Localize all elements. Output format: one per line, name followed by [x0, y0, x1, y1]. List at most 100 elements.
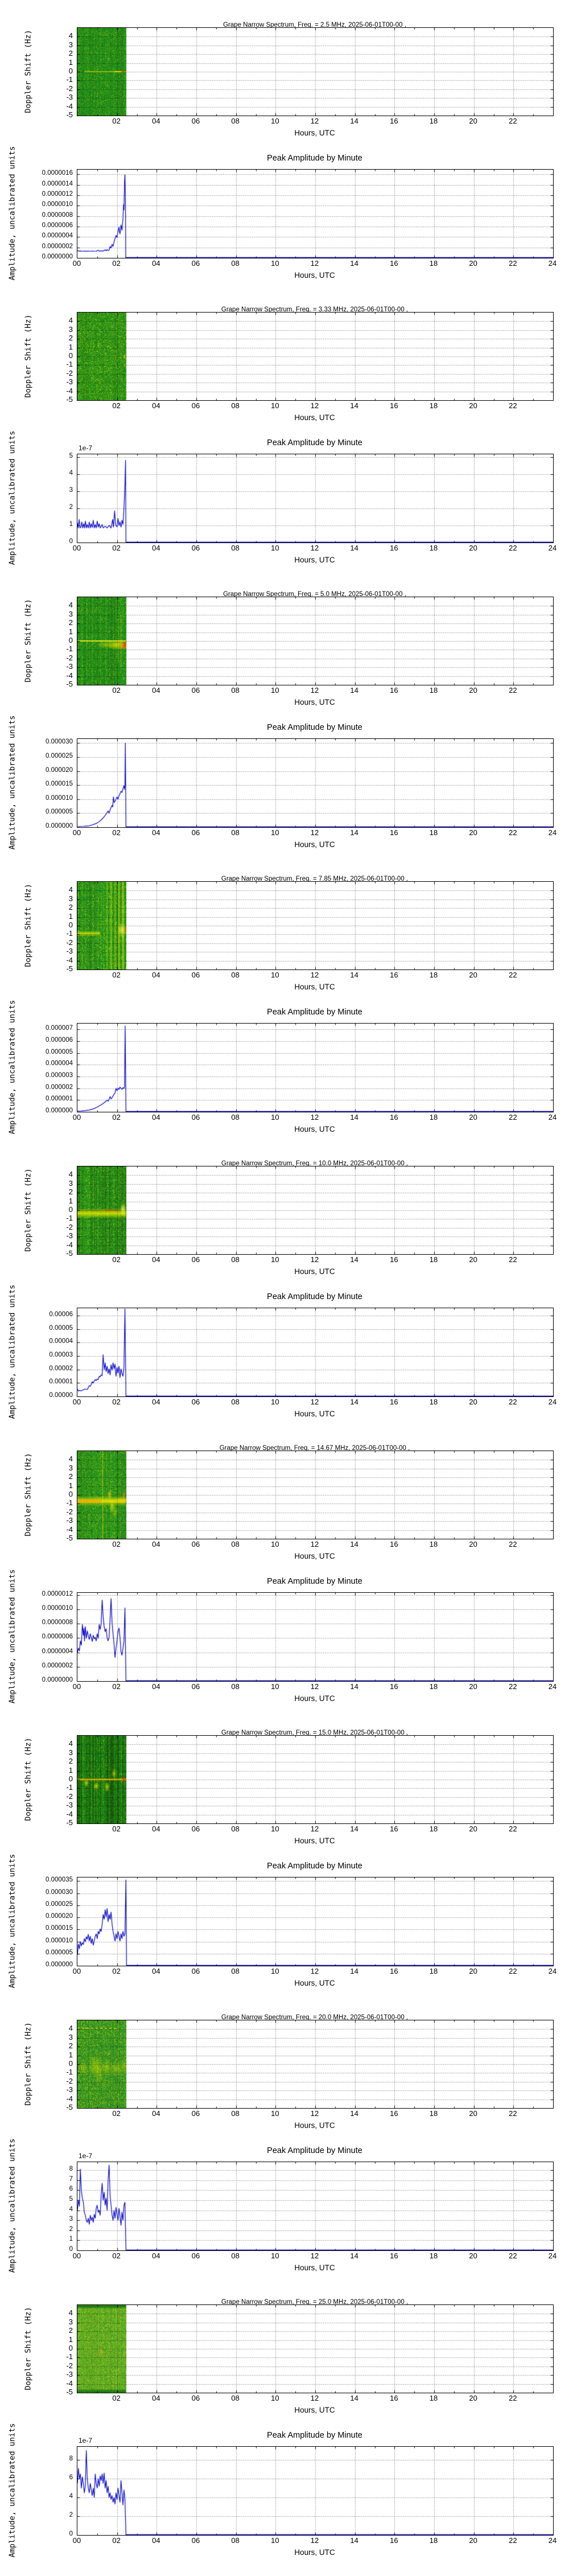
tick-label: 10	[271, 686, 279, 695]
tick-label: 24	[548, 828, 557, 837]
tick-label: 12	[310, 2109, 319, 2118]
amplitude-canvas	[77, 2447, 553, 2535]
tick-label: 20	[469, 2109, 477, 2118]
tick-label: 06	[191, 2394, 200, 2402]
tick-label: 0	[68, 1490, 73, 1498]
tick-label: 20	[469, 1682, 477, 1691]
tick-label: 12	[310, 828, 319, 837]
tick-label: 06	[191, 1682, 200, 1691]
tick-label: 8	[69, 2166, 73, 2173]
tick-label: 3	[68, 2317, 73, 2326]
tick-label: 12	[310, 544, 319, 552]
tick-label: 0.0000008	[42, 211, 73, 219]
tick-label: 0.0000002	[42, 1662, 73, 1669]
tick-label: 18	[429, 2536, 438, 2545]
tick-label: 12	[310, 1255, 319, 1264]
amplitude-plot	[77, 1308, 554, 1397]
tick-label: 20	[469, 2536, 477, 2545]
tick-label: -5	[66, 395, 73, 404]
amplitude-xlabel: Hours, UTC	[294, 1410, 335, 1418]
tick-label: 06	[191, 2109, 200, 2118]
tick-label: 4	[69, 469, 73, 476]
spectrogram-xlabel: Hours, UTC	[294, 983, 335, 991]
tick-label: 04	[152, 828, 160, 837]
tick-label: 16	[390, 544, 398, 552]
amplitude-title: Peak Amplitude by Minute	[267, 1292, 362, 1301]
tick-label: 08	[231, 1540, 240, 1548]
tick-label: 16	[390, 1825, 398, 1833]
tick-label: 0.000015	[46, 1925, 73, 1932]
tick-label: 22	[509, 117, 517, 125]
amplitude-xlabel: Hours, UTC	[294, 1979, 335, 1987]
tick-label: 04	[152, 2394, 160, 2402]
tick-label: 3	[68, 324, 73, 334]
tick-label: 18	[429, 1967, 438, 1975]
tick-label: 16	[390, 1255, 398, 1264]
spectrogram-plot	[77, 1735, 554, 1824]
tick-label: -4	[66, 1525, 73, 1534]
tick-label: 0.00001	[49, 1378, 73, 1386]
tick-label: -4	[66, 2378, 73, 2388]
tick-label: 00	[72, 1398, 81, 1406]
tick-label: 14	[350, 2394, 358, 2402]
tick-label: 22	[509, 686, 517, 695]
spectrogram-plot	[77, 312, 554, 401]
tick-label: 10	[271, 971, 279, 979]
tick-label: 22	[509, 544, 517, 552]
tick-label: 02	[112, 2252, 121, 2260]
spectrogram-plot	[77, 2304, 554, 2393]
tick-label: 4	[68, 2024, 73, 2033]
tick-label: 0.000001	[46, 1095, 73, 1103]
tick-label: 20	[469, 1825, 477, 1833]
tick-label: 0.000025	[46, 752, 73, 759]
tick-label: 4	[69, 2493, 73, 2500]
tick-label: 1	[68, 627, 73, 636]
tick-label: 18	[429, 1540, 438, 1548]
tick-label: 18	[429, 401, 438, 410]
tick-label: 08	[231, 1398, 240, 1406]
tick-label: 00	[72, 828, 81, 837]
tick-label: 12	[310, 117, 319, 125]
spectrogram-xlabel: Hours, UTC	[294, 1267, 335, 1276]
tick-label: 08	[231, 971, 240, 979]
tick-label: 00	[72, 259, 81, 268]
tick-label: 20	[469, 1540, 477, 1548]
tick-label: -2	[66, 84, 73, 93]
tick-label: 20	[469, 117, 477, 125]
tick-label: 8	[69, 2455, 73, 2463]
tick-label: 24	[548, 2536, 557, 2545]
tick-label: -3	[66, 2370, 73, 2379]
tick-label: 24	[548, 544, 557, 552]
tick-label: 18	[429, 117, 438, 125]
tick-label: 16	[390, 1967, 398, 1975]
tick-label: 4	[69, 2205, 73, 2213]
tick-label: 0.000010	[46, 1937, 73, 1944]
tick-label: 2	[68, 1757, 73, 1766]
tick-label: 18	[429, 2109, 438, 2118]
tick-label: 0.000020	[46, 766, 73, 774]
tick-label: 14	[350, 971, 358, 979]
tick-label: 3	[68, 2032, 73, 2041]
tick-label: 3	[68, 1748, 73, 1757]
spectrogram-xlabel: Hours, UTC	[294, 2406, 335, 2414]
amplitude-canvas	[77, 170, 553, 258]
tick-label: 06	[191, 686, 200, 695]
tick-label: 0.00006	[49, 1311, 73, 1318]
tick-label: 0.000035	[46, 1876, 73, 1884]
tick-label: 18	[429, 828, 438, 837]
tick-label: -2	[66, 2361, 73, 2370]
tick-label: 5	[69, 2195, 73, 2203]
tick-label: 14	[350, 2252, 358, 2260]
tick-label: 12	[310, 971, 319, 979]
tick-label: 0	[69, 538, 73, 545]
tick-label: 2	[68, 49, 73, 58]
tick-label: 08	[231, 1682, 240, 1691]
tick-label: 3	[68, 894, 73, 903]
spectrogram-title-line1: Grape Narrow Spectrum, Freq. = 20.0 MHz,…	[221, 2014, 409, 2021]
tick-label: -4	[66, 671, 73, 680]
tick-label: 16	[390, 1113, 398, 1121]
tick-label: 08	[231, 828, 240, 837]
tick-label: 02	[112, 828, 121, 837]
tick-label: 20	[469, 259, 477, 268]
tick-label: 20	[469, 1255, 477, 1264]
